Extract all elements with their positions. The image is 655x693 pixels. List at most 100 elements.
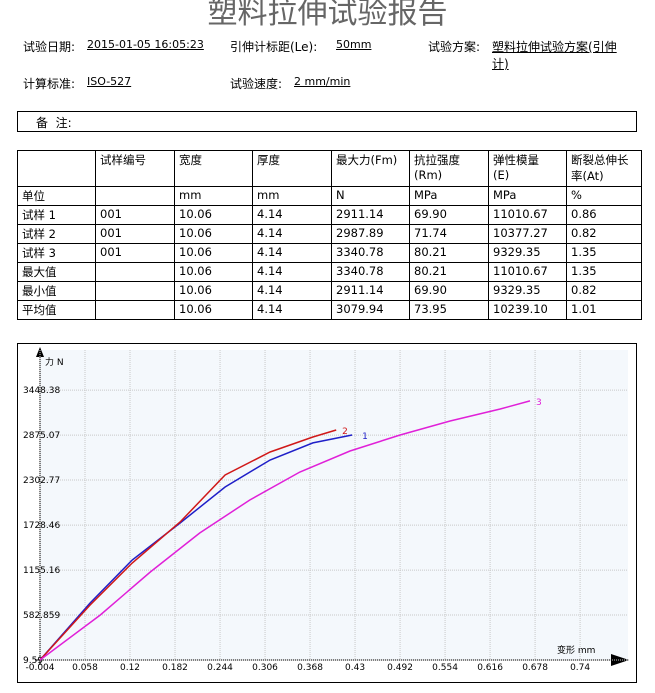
table-cell: 平均值: [17, 300, 96, 320]
x-tick-label: 0.058: [72, 663, 98, 673]
curve: [39, 400, 531, 661]
curve: [39, 429, 337, 661]
x-tick-label: 0.368: [297, 663, 323, 673]
table-cell: 3340.78: [331, 262, 410, 282]
table-cell: mm: [174, 186, 253, 206]
table-cell: MPa: [488, 186, 567, 206]
info-value: 塑料拉伸试验方案(引伸计): [492, 40, 617, 71]
table-cell: 80.21: [409, 243, 489, 263]
table-cell: 4.14: [252, 262, 332, 282]
table-cell: MPa: [409, 186, 489, 206]
curve-label: 2: [342, 427, 348, 437]
table-cell: 4.14: [252, 243, 332, 263]
table-cell: 0.82: [566, 281, 642, 301]
curve-label: 3: [536, 398, 542, 408]
table-cell: 宽度: [174, 150, 253, 187]
remark-label: 备 注:: [36, 116, 72, 130]
table-cell: 最小值: [17, 281, 96, 301]
table-cell: 弹性模量 (E): [488, 150, 567, 187]
x-tick-label: 0.678: [522, 663, 548, 673]
table-cell: 断裂总伸长率(At): [566, 150, 642, 187]
y-tick-label: 2302.77: [23, 476, 60, 486]
table-cell: 9329.35: [488, 281, 567, 301]
table-cell: 10.06: [174, 224, 253, 244]
y-tick-label: 582.859: [23, 611, 60, 621]
y-tick-label: 3448.38: [23, 386, 60, 396]
table-cell: 单位: [17, 186, 96, 206]
table-cell: 2911.14: [331, 281, 410, 301]
table-cell: 1.35: [566, 262, 642, 282]
x-tick-label: -0.004: [25, 663, 54, 673]
table-cell: 10.06: [174, 262, 253, 282]
info-value: 2015-01-05 16:05:23: [87, 38, 204, 51]
table-cell: 73.95: [409, 300, 489, 320]
x-tick-label: 0.182: [162, 663, 188, 673]
info-value: 50mm: [336, 38, 372, 51]
table-cell: [95, 281, 175, 301]
table-cell: 10377.27: [488, 224, 567, 244]
table-cell: 4.14: [252, 224, 332, 244]
table-row: 试样 3 001 10.06 4.14 3340.78 80.21 9329.35 1.35: [17, 243, 642, 263]
table-cell: 试样编号: [95, 150, 175, 187]
table-cell: 69.90: [409, 281, 489, 301]
table-cell: 9329.35: [488, 243, 567, 263]
info-label: 试验速度:: [230, 77, 283, 91]
table-cell: 抗拉强度 (Rm): [409, 150, 489, 187]
table-cell: 001: [95, 205, 175, 225]
table-cell: 试样 1: [17, 205, 96, 225]
table-cell: 10.06: [174, 281, 253, 301]
table-cell: 4.14: [252, 205, 332, 225]
table-cell: 4.14: [252, 281, 332, 301]
table-cell: 69.90: [409, 205, 489, 225]
x-tick-label: 0.492: [387, 663, 413, 673]
info-value: ISO-527: [87, 75, 132, 88]
report-title: 塑料拉伸试验报告: [207, 0, 448, 31]
table-cell: 71.74: [409, 224, 489, 244]
table-row: 试样 2 001 10.06 4.14 2987.89 71.74 10377.27 0.82: [17, 224, 642, 244]
y-axis-label: 力 N: [45, 356, 64, 368]
y-tick-label: 1155.16: [23, 566, 60, 576]
info-label: 试验方案:: [428, 40, 481, 54]
x-tick-label: 0.554: [432, 663, 458, 673]
y-tick-label: 1728.46: [23, 521, 60, 531]
x-axis-label: 变形 mm: [557, 644, 595, 656]
table-cell: %: [566, 186, 642, 206]
curve: [39, 434, 353, 661]
table-cell: 4.14: [252, 300, 332, 320]
table-cell: 1.35: [566, 243, 642, 263]
table-cell: 10.06: [174, 205, 253, 225]
y-tick-label: 9.59: [23, 656, 43, 666]
table-cell: 11010.67: [488, 205, 567, 225]
x-tick-label: 0.244: [207, 663, 233, 673]
table-row: 单位 mm mm N MPa MPa%: [17, 186, 642, 206]
table-cell: 厚度: [252, 150, 332, 187]
plot-area: [40, 350, 628, 660]
header-row: 试样编号 宽度 厚度 最大力(Fm) 抗拉强度 (Rm) 弹性模量 (E) 断裂总伸长率(A…: [17, 150, 642, 187]
x-tick-label: 0.306: [252, 663, 278, 673]
x-tick-label: 0.12: [120, 663, 140, 673]
table-cell: 2911.14: [331, 205, 410, 225]
table-cell: 10239.10: [488, 300, 567, 320]
table-cell: N: [331, 186, 410, 206]
table-cell: 0.86: [566, 205, 642, 225]
x-tick-label: 0.43: [345, 663, 365, 673]
table-row: 平均值 10.06 4.14 3079.94 73.95 10239.10 1.01: [17, 300, 642, 320]
table-cell: [17, 150, 96, 187]
chart: 力 N 变形 mm -0.004 0.058 0.12 0.182 0.244 0.306…: [17, 343, 637, 683]
table-row: 最大值 10.06 4.14 3340.78 80.21 11010.67 1.35: [17, 262, 642, 282]
table-cell: 11010.67: [488, 262, 567, 282]
table-cell: 试样 3: [17, 243, 96, 263]
info-label: 引伸计标距(Le):: [230, 40, 318, 54]
table-cell: 0.82: [566, 224, 642, 244]
info-label: 试验日期:: [23, 40, 76, 54]
table-cell: 最大力(Fm): [331, 150, 410, 187]
table-cell: 001: [95, 224, 175, 244]
table-cell: 001: [95, 243, 175, 263]
table-cell: [95, 262, 175, 282]
y-tick-label: 2875.07: [23, 431, 60, 441]
info-value: 2 mm/min: [294, 75, 351, 88]
x-tick-label: 0.74: [570, 663, 590, 673]
table-cell: 最大值: [17, 262, 96, 282]
x-tick-label: 0.616: [477, 663, 503, 673]
